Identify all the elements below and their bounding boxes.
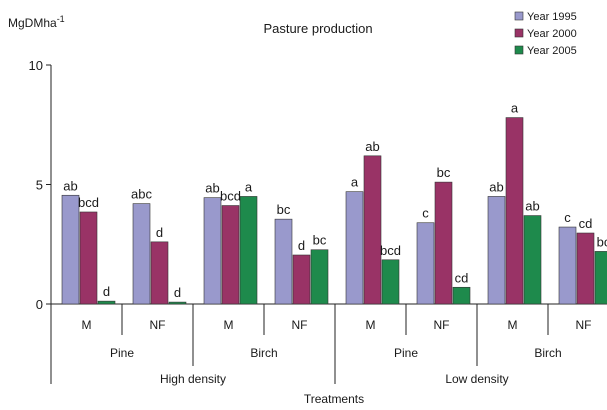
bar-significance-label: d	[103, 284, 110, 299]
bar-significance-label: ab	[489, 179, 503, 194]
x-axis-title: Treatments	[304, 392, 364, 405]
x-tick-label-treatment: NF	[292, 318, 308, 332]
bar	[576, 232, 595, 305]
legend-label: Year 2000	[527, 28, 577, 40]
x-tick-label-treatment: M	[366, 318, 376, 332]
bar-significance-label: a	[245, 179, 253, 194]
bar	[150, 241, 169, 305]
bar-significance-label: c	[564, 210, 571, 225]
bar	[416, 222, 435, 305]
bar-significance-label: cd	[455, 270, 469, 285]
x-axis-labels: M NF M NF M NF M NF Pine Birch Pine Birch High densi…	[82, 304, 592, 386]
bar-significance-label: a	[351, 175, 359, 190]
bar-significance-label: bc	[597, 234, 607, 249]
bar	[203, 197, 222, 305]
bars	[61, 117, 607, 305]
x-group-label-species: Pine	[394, 346, 418, 360]
x-group-label-species: Pine	[110, 346, 134, 360]
bar	[61, 194, 80, 305]
x-tick-label-treatment: NF	[576, 318, 592, 332]
x-tick-label-treatment: NF	[434, 318, 450, 332]
bar-significance-label: cd	[579, 216, 593, 231]
bar	[345, 191, 364, 305]
bar-significance-label: bc	[437, 165, 451, 180]
y-axis-label: MgDMha-1	[8, 14, 65, 30]
legend-swatch	[514, 28, 524, 38]
legend-label: Year 1995	[527, 11, 577, 23]
bar-significance-label: bcd	[220, 189, 241, 204]
bar-significance-label: a	[511, 101, 519, 116]
bar	[97, 300, 116, 305]
bar-significance-label: ab	[525, 199, 539, 214]
x-group-label-species: Birch	[534, 346, 561, 360]
x-tick-label-treatment: M	[224, 318, 234, 332]
bar	[310, 249, 329, 305]
x-tick-label-treatment: M	[82, 318, 92, 332]
bar	[487, 196, 506, 305]
bar-significance-label: bcd	[78, 195, 99, 210]
y-tick-label: 10	[29, 58, 43, 73]
x-group-label-density: Low density	[445, 372, 508, 386]
bar-significance-label: ab	[63, 178, 77, 193]
x-group-label-density: High density	[160, 372, 226, 386]
bar	[363, 155, 382, 305]
x-tick-label-treatment: M	[508, 318, 518, 332]
bar	[434, 181, 453, 305]
bar	[168, 301, 187, 305]
bar-significance-label: bc	[313, 233, 327, 248]
x-tick-label-treatment: NF	[150, 318, 166, 332]
x-group-label-species: Birch	[250, 346, 277, 360]
bar	[132, 203, 151, 305]
bar	[79, 211, 98, 305]
chart-title: Pasture production	[263, 21, 372, 36]
bar-significance-label: d	[298, 238, 305, 253]
bar	[274, 218, 293, 305]
legend: Year 1995 Year 2000 Year 2005	[514, 11, 577, 57]
bar	[381, 259, 400, 305]
bar	[221, 205, 240, 305]
legend-swatch	[514, 11, 524, 21]
bar-significance-label: ab	[365, 139, 379, 154]
legend-label: Year 2005	[527, 45, 577, 57]
y-tick-label: 5	[36, 178, 43, 193]
bar-significance-label: d	[156, 225, 163, 240]
bar	[558, 226, 577, 305]
y-tick-label: 0	[36, 297, 43, 312]
bar	[239, 196, 258, 305]
bar-significance-label: bc	[277, 202, 291, 217]
bar-significance-label: bcd	[380, 243, 401, 258]
bar-significance-label: abc	[131, 187, 152, 202]
legend-swatch	[514, 45, 524, 55]
bar	[505, 117, 524, 305]
bar	[594, 251, 607, 305]
bar-significance-label: c	[422, 206, 429, 221]
bar	[292, 254, 311, 305]
bar	[523, 215, 542, 305]
bar-significance-label: d	[174, 285, 181, 300]
bar-significance-label: ab	[205, 181, 219, 196]
bar	[452, 286, 471, 305]
